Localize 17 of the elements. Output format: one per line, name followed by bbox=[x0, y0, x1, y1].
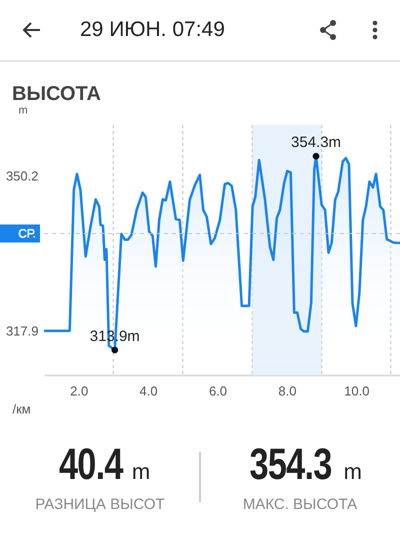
y-tick-label: 317.9 bbox=[6, 323, 38, 338]
x-tick-label: 8.0 bbox=[278, 384, 296, 398]
text: 40.4 m bbox=[58, 440, 150, 490]
text: 29 ИЮН. 07:49 bbox=[80, 18, 225, 42]
y-axis-title: m bbox=[18, 104, 28, 116]
x-tick-label: 2.0 bbox=[70, 384, 88, 398]
chart-title: ВЫСОТА bbox=[12, 83, 101, 105]
x-axis-title: /км bbox=[12, 402, 31, 416]
x-tick-label: 10.0 bbox=[344, 384, 370, 398]
ref-line-label: СР. bbox=[18, 226, 36, 240]
x-tick-label: 4.0 bbox=[140, 384, 158, 398]
y-tick-label: 350.2 bbox=[6, 168, 38, 184]
text: РАЗНИЦА ВЫСОТ bbox=[34, 496, 166, 513]
annotation: 354.3m bbox=[291, 134, 342, 152]
text: 354.3 m bbox=[250, 440, 362, 490]
text: МАКС. ВЫСОТА bbox=[242, 496, 358, 513]
x-tick-label: 6.0 bbox=[208, 384, 228, 398]
